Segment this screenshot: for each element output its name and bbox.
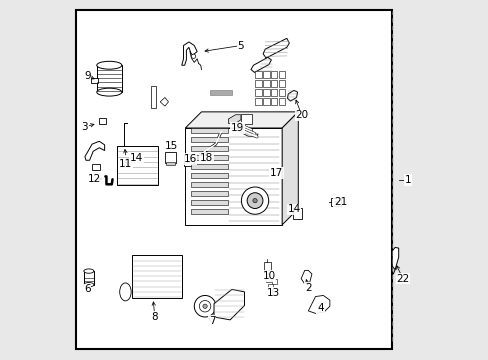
Bar	[190, 155, 227, 160]
Polygon shape	[160, 98, 168, 106]
Bar	[263, 89, 269, 96]
Bar	[210, 90, 231, 95]
Polygon shape	[85, 141, 104, 160]
Text: 18: 18	[200, 153, 213, 163]
Ellipse shape	[83, 269, 94, 273]
Text: 2: 2	[305, 283, 311, 293]
Bar	[265, 277, 270, 282]
Bar	[190, 173, 227, 178]
Bar	[255, 98, 261, 105]
Text: 1: 1	[404, 175, 410, 185]
Text: 4: 4	[317, 303, 323, 314]
Text: 20: 20	[295, 111, 308, 121]
Text: 14: 14	[129, 153, 142, 163]
Text: 13: 13	[267, 288, 280, 298]
Bar	[190, 137, 227, 142]
Bar	[190, 209, 227, 214]
Polygon shape	[391, 247, 398, 270]
Polygon shape	[239, 129, 258, 137]
Circle shape	[241, 187, 268, 214]
Polygon shape	[250, 57, 271, 72]
Bar	[185, 128, 282, 225]
Bar	[91, 78, 98, 83]
Polygon shape	[287, 90, 297, 101]
Bar	[150, 86, 155, 108]
Circle shape	[203, 304, 207, 309]
Circle shape	[194, 296, 215, 317]
Bar	[278, 80, 285, 87]
Polygon shape	[182, 42, 197, 65]
Text: 15: 15	[164, 141, 177, 151]
Text: 8: 8	[151, 312, 158, 322]
Bar	[190, 128, 227, 134]
Text: 12: 12	[88, 174, 101, 184]
Polygon shape	[214, 289, 244, 320]
Bar	[190, 200, 227, 205]
Bar	[264, 262, 270, 270]
Bar	[99, 118, 106, 125]
Bar	[278, 98, 285, 105]
Text: 21: 21	[333, 197, 346, 207]
Text: 19: 19	[230, 123, 244, 133]
Bar	[255, 71, 261, 78]
Bar	[190, 146, 227, 151]
Circle shape	[246, 193, 263, 208]
Text: 3: 3	[81, 122, 88, 132]
Bar	[241, 114, 252, 125]
Text: 5: 5	[237, 41, 244, 50]
Ellipse shape	[97, 61, 122, 69]
Bar	[92, 163, 100, 170]
Polygon shape	[308, 296, 329, 314]
Bar	[166, 162, 175, 165]
Ellipse shape	[83, 283, 94, 287]
Ellipse shape	[120, 283, 131, 301]
Bar	[278, 71, 285, 78]
Bar	[131, 255, 182, 298]
Bar	[255, 89, 261, 96]
Bar	[183, 154, 194, 166]
Bar	[270, 89, 277, 96]
Bar	[272, 279, 277, 284]
Text: 11: 11	[119, 159, 132, 169]
Bar	[117, 146, 158, 185]
Text: 22: 22	[396, 274, 409, 284]
Bar	[97, 65, 122, 92]
Bar	[270, 98, 277, 105]
Bar	[190, 182, 227, 187]
Text: 14: 14	[287, 204, 300, 215]
Text: 6: 6	[84, 284, 91, 294]
Text: 7: 7	[208, 316, 215, 325]
Circle shape	[252, 198, 257, 203]
Text: 16: 16	[183, 154, 196, 164]
Text: 10: 10	[262, 271, 275, 281]
Bar	[263, 80, 269, 87]
Bar	[83, 271, 94, 285]
Bar	[267, 284, 272, 289]
Ellipse shape	[97, 88, 122, 96]
Bar	[263, 71, 269, 78]
Bar	[190, 191, 227, 196]
Bar	[293, 208, 302, 220]
Text: 17: 17	[269, 168, 283, 178]
Bar	[330, 198, 341, 206]
Bar	[263, 98, 269, 105]
Bar	[278, 89, 285, 96]
Bar	[190, 164, 227, 169]
Bar	[164, 152, 176, 163]
Circle shape	[199, 301, 210, 312]
Bar	[270, 80, 277, 87]
Bar	[255, 80, 261, 87]
Text: 9: 9	[84, 71, 91, 81]
Polygon shape	[263, 39, 289, 58]
Bar	[76, 10, 391, 348]
Polygon shape	[282, 112, 298, 225]
Polygon shape	[228, 115, 241, 123]
Polygon shape	[185, 112, 298, 128]
Circle shape	[191, 54, 195, 58]
Bar	[270, 71, 277, 78]
Polygon shape	[301, 270, 311, 284]
